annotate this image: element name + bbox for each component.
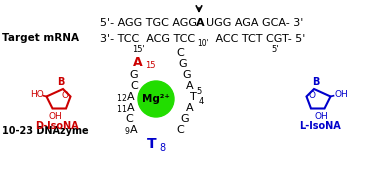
Text: $_{12}$A: $_{12}$A: [116, 90, 136, 104]
Text: G: G: [181, 114, 189, 124]
Text: C: C: [176, 125, 184, 135]
Text: 10-23 DNAzyme: 10-23 DNAzyme: [2, 126, 88, 136]
Text: 4: 4: [199, 97, 204, 107]
Text: C: C: [176, 48, 184, 58]
Text: HO: HO: [30, 90, 43, 99]
Text: B: B: [57, 77, 64, 87]
Text: T: T: [190, 92, 197, 102]
Text: Target mRNA: Target mRNA: [2, 33, 79, 43]
Text: UGG AGA GCA- 3': UGG AGA GCA- 3': [206, 18, 304, 28]
Text: C: C: [130, 81, 138, 91]
Text: OH: OH: [334, 90, 348, 99]
Text: A: A: [133, 55, 143, 68]
Text: T: T: [147, 137, 157, 151]
Text: L-IsoNA: L-IsoNA: [299, 121, 341, 131]
Text: 3'- TCC  ACG TCC: 3'- TCC ACG TCC: [100, 34, 195, 44]
Text: G: G: [183, 70, 191, 80]
Text: 15': 15': [132, 46, 144, 54]
Text: O: O: [62, 91, 69, 100]
Text: OH: OH: [314, 112, 328, 121]
Text: A: A: [186, 103, 194, 113]
Text: B: B: [312, 77, 319, 87]
Text: A: A: [196, 18, 204, 28]
Text: O: O: [308, 91, 315, 100]
Text: OH: OH: [49, 112, 62, 121]
Text: G: G: [179, 59, 187, 69]
Text: 8: 8: [159, 143, 165, 153]
Text: C: C: [125, 114, 133, 124]
Text: 10': 10': [197, 39, 209, 48]
Text: D-IsoNA: D-IsoNA: [35, 121, 79, 131]
Text: G: G: [130, 70, 138, 80]
Text: 15: 15: [145, 62, 155, 70]
Text: $_{11}$A: $_{11}$A: [116, 101, 136, 115]
Circle shape: [138, 81, 174, 117]
Text: 5: 5: [196, 86, 201, 95]
Text: A: A: [186, 81, 194, 91]
Text: Mg²⁺: Mg²⁺: [142, 94, 170, 104]
Text: 5': 5': [271, 46, 279, 54]
Text: 5'- AGG TGC AGG: 5'- AGG TGC AGG: [100, 18, 200, 28]
Text: ACC TCT CGT- 5': ACC TCT CGT- 5': [212, 34, 305, 44]
Text: $_{9}$A: $_{9}$A: [124, 123, 138, 137]
